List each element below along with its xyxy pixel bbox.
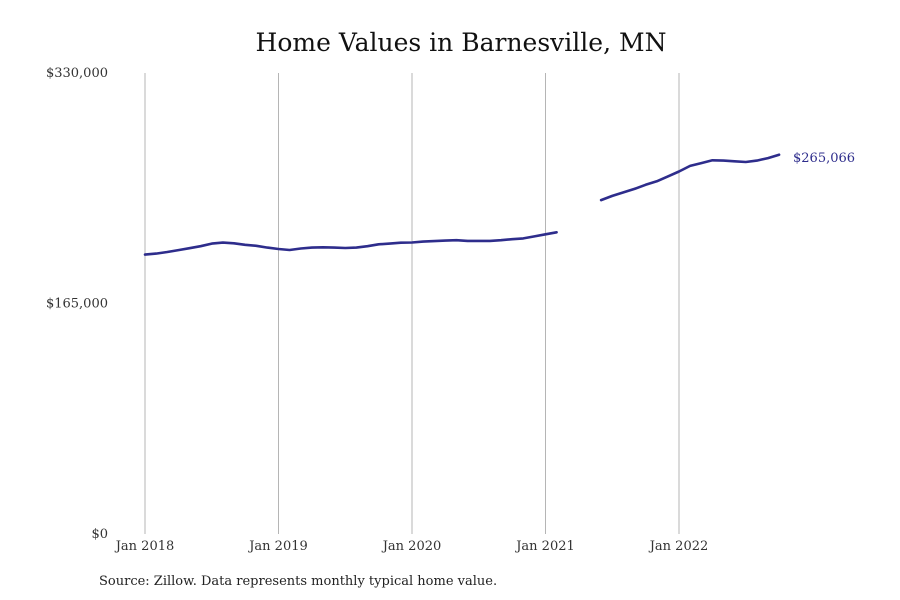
source-note: Source: Zillow. Data represents monthly … <box>99 574 497 589</box>
y-axis-ticks: $0 $165,000 $330,000 <box>46 66 108 542</box>
y-tick-label-2: $330,000 <box>46 66 108 81</box>
x-tick-label-3: Jan 2021 <box>514 539 575 554</box>
series-0-segment-0 <box>143 231 558 256</box>
y-tick-label-0: $0 <box>91 527 108 542</box>
x-tick-label-2: Jan 2020 <box>381 539 442 554</box>
gridlines <box>144 73 680 534</box>
series-lines <box>143 153 781 256</box>
chart-title: Home Values in Barnesville, MN <box>256 28 667 57</box>
series-0-segment-1 <box>599 153 781 202</box>
x-tick-label-4: Jan 2022 <box>648 539 709 554</box>
y-tick-label-1: $165,000 <box>46 297 108 312</box>
x-tick-label-0: Jan 2018 <box>114 539 175 554</box>
x-tick-label-1: Jan 2019 <box>247 539 308 554</box>
end-value-label: $265,066 <box>793 151 855 166</box>
x-axis-ticks: Jan 2018 Jan 2019 Jan 2020 Jan 2021 Jan 2022 <box>114 539 709 554</box>
